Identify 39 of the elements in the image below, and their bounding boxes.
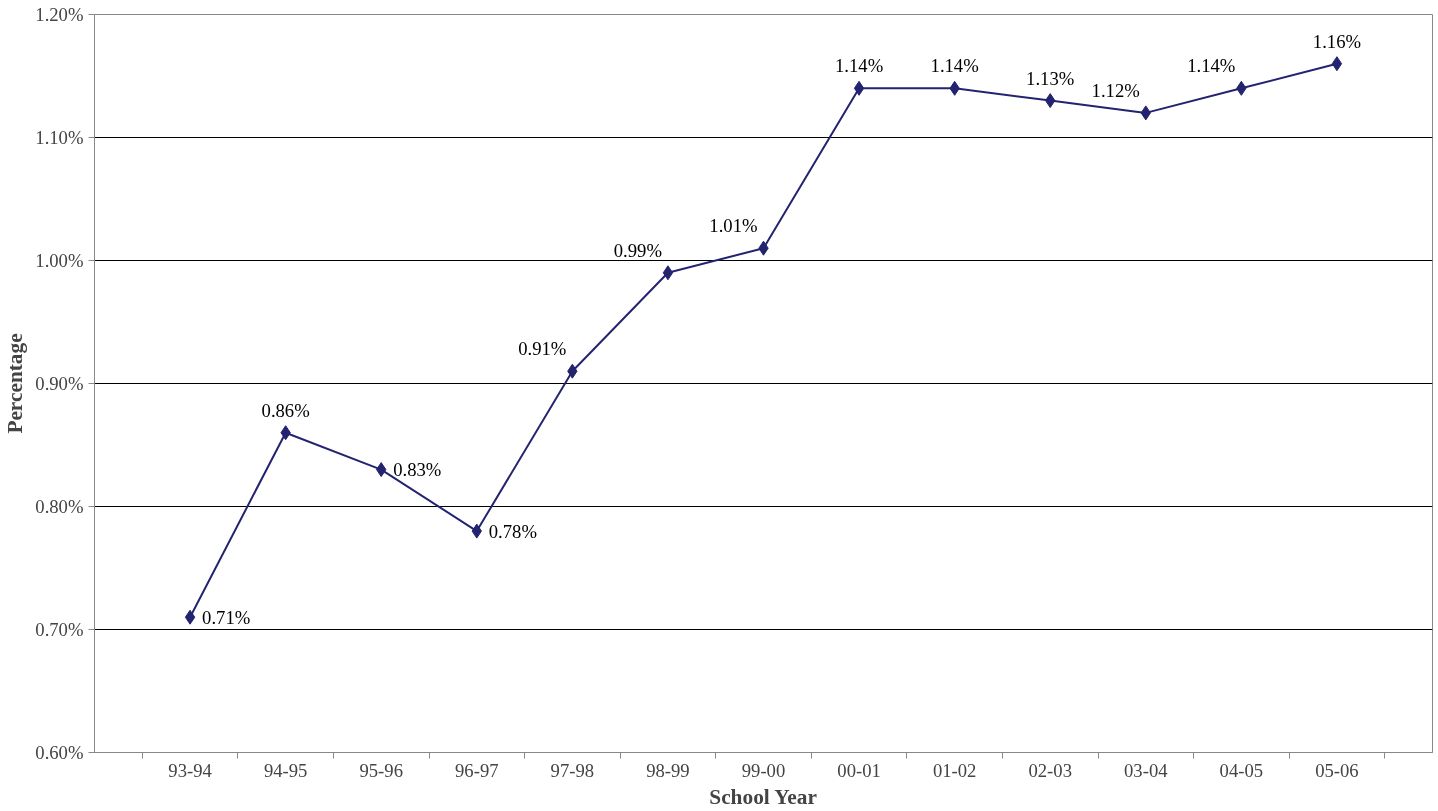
data-label: 1.13% [1026,67,1075,89]
y-axis-title: Percentage [3,333,28,434]
x-axis-title: School Year [709,784,818,809]
x-tick-label: 97-98 [550,759,595,781]
y-tick-label: 0.90% [35,373,84,394]
data-label: 0.83% [393,459,442,481]
x-tick-label: 00-01 [837,759,881,781]
y-tick-label: 0.60% [35,742,84,763]
x-tick-label: 98-99 [646,759,690,781]
data-label: 0.78% [488,520,537,542]
data-label: 0.99% [613,239,662,261]
x-tick-label: 99-00 [741,759,786,781]
y-tick-label: 0.80% [35,496,84,517]
data-label: 1.14% [834,55,884,77]
x-tick-label: 94-95 [263,759,308,781]
data-label: 1.01% [709,215,758,237]
data-label: 1.14% [930,55,979,77]
point [1331,56,1343,72]
x-tick-label: 02-03 [1028,759,1072,781]
x-tick-label: 04-05 [1219,759,1264,781]
x-tick-label: 93-94 [168,759,213,781]
data-label: 0.71% [202,606,251,628]
point [662,265,674,281]
y-tick-label: 1.10% [35,127,84,148]
point [853,80,865,96]
data-label: 1.14% [1187,55,1236,77]
data-label: 1.16% [1312,30,1362,52]
y-tick-label: 0.70% [35,619,84,640]
point [184,609,196,625]
x-tick-label: 96-97 [455,759,499,781]
x-tick-label: 05-06 [1315,759,1359,781]
y-tick-label: 1.20% [35,4,84,25]
data-label: 1.12% [1091,79,1140,101]
x-tick-label: 03-04 [1124,759,1169,781]
data-label: 0.91% [518,338,567,360]
x-tick-label: 01-02 [932,759,977,781]
y-tick-label: 1.00% [35,250,84,271]
data-label: 0.86% [261,399,310,421]
x-tick-label: 95-96 [359,759,403,781]
